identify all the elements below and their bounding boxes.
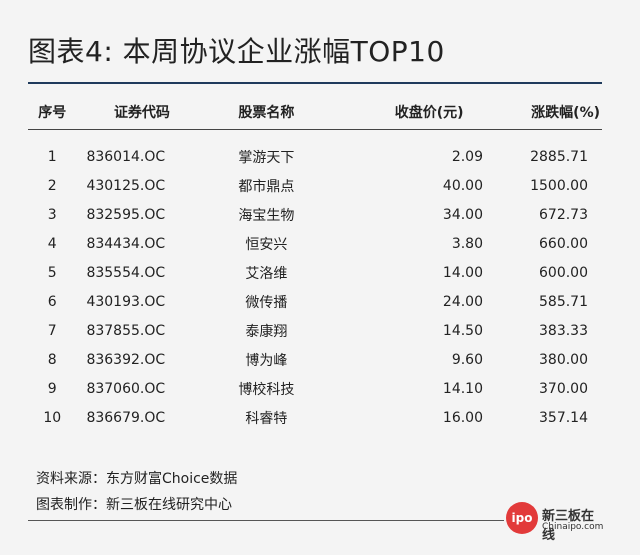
cell-name: 微传播 (245, 294, 288, 311)
source-note: 资料来源：东方财富Choice数据 (36, 471, 238, 487)
cell-name: 泰康翔 (245, 323, 288, 340)
cell-change: 672.73 (539, 206, 588, 223)
table-row: 4 834434.OC 恒安兴 3.80 660.00 (28, 229, 602, 258)
cell-no: 5 (47, 264, 57, 281)
cell-no: 1 (47, 148, 57, 165)
table-row: 9 837060.OC 博校科技 14.10 370.00 (28, 374, 602, 403)
cell-no: 9 (47, 380, 57, 397)
table-row: 6 430193.OC 微传播 24.00 585.71 (28, 287, 602, 316)
ranking-table: 序号 证券代码 股票名称 收盘价(元) 涨跌幅(%) 1 836014.OC 掌游天… (28, 95, 602, 432)
cell-name: 恒安兴 (245, 236, 288, 253)
cell-change: 600.00 (539, 264, 588, 281)
cell-name: 科睿特 (245, 410, 288, 427)
cell-price: 14.10 (442, 380, 483, 397)
cell-price: 2.09 (451, 148, 483, 165)
cell-price: 9.60 (451, 351, 483, 368)
header-code: 证券代码 (76, 95, 208, 130)
brand-logo: ipo 新三板在线 Chinaipo.com (506, 500, 606, 543)
header-change: 涨跌幅(%) (483, 95, 602, 130)
cell-change: 1500.00 (530, 177, 588, 194)
table-row: 8 836392.OC 博为峰 9.60 380.00 (28, 345, 602, 374)
cell-code: 836679.OC (86, 409, 166, 426)
cell-code: 836392.OC (86, 351, 166, 368)
cell-price: 34.00 (442, 206, 483, 223)
logo-badge-text: ipo (511, 511, 533, 525)
cell-price: 16.00 (442, 409, 483, 426)
cell-change: 380.00 (539, 351, 588, 368)
logo-name: 新三板在线 (542, 509, 595, 543)
cell-code: 837855.OC (86, 322, 166, 339)
cell-code: 832595.OC (86, 206, 166, 223)
cell-code: 835554.OC (86, 264, 166, 281)
cell-change: 585.71 (539, 293, 588, 310)
table-row: 3 832595.OC 海宝生物 34.00 672.73 (28, 200, 602, 229)
cell-code: 430125.OC (86, 177, 166, 194)
cell-code: 836014.OC (86, 148, 166, 165)
maker-note: 图表制作：新三板在线研究中心 (36, 497, 232, 513)
cell-name: 博为峰 (245, 352, 288, 369)
table-row: 10 836679.OC 科睿特 16.00 357.14 (28, 403, 602, 432)
cell-change: 357.14 (539, 409, 588, 426)
table-row: 1 836014.OC 掌游天下 2.09 2885.71 (28, 130, 602, 172)
cell-price: 40.00 (442, 177, 483, 194)
cell-code: 430193.OC (86, 293, 166, 310)
cell-code: 837060.OC (86, 380, 166, 397)
cell-name: 掌游天下 (238, 149, 295, 166)
table-row: 7 837855.OC 泰康翔 14.50 383.33 (28, 316, 602, 345)
title-divider (28, 82, 602, 84)
logo-badge-icon: ipo (506, 502, 538, 534)
cell-no: 7 (47, 322, 57, 339)
cell-no: 4 (47, 235, 57, 252)
cell-change: 660.00 (539, 235, 588, 252)
cell-change: 383.33 (539, 322, 588, 339)
cell-no: 8 (47, 351, 57, 368)
header-no: 序号 (28, 95, 77, 130)
cell-no: 10 (43, 409, 62, 426)
cell-price: 3.80 (451, 235, 483, 252)
cell-name: 都市鼎点 (238, 178, 295, 195)
cell-no: 2 (47, 177, 57, 194)
cell-name: 艾洛维 (245, 265, 288, 282)
cell-code: 834434.OC (86, 235, 166, 252)
cell-price: 14.00 (442, 264, 483, 281)
cell-price: 14.50 (442, 322, 483, 339)
table-row: 2 430125.OC 都市鼎点 40.00 1500.00 (28, 171, 602, 200)
cell-name: 博校科技 (238, 381, 295, 398)
cell-change: 2885.71 (530, 148, 588, 165)
cell-name: 海宝生物 (238, 207, 295, 224)
logo-site: Chinaipo.com (542, 522, 604, 532)
cell-change: 370.00 (539, 380, 588, 397)
cell-price: 24.00 (442, 293, 483, 310)
cell-no: 6 (47, 293, 57, 310)
footer-divider (28, 520, 504, 521)
cell-no: 3 (47, 206, 57, 223)
table-header-row: 序号 证券代码 股票名称 收盘价(元) 涨跌幅(%) (28, 95, 602, 130)
header-price: 收盘价(元) (325, 95, 483, 130)
page-title: 图表4: 本周协议企业涨幅TOP10 (28, 35, 445, 68)
header-name: 股票名称 (207, 95, 326, 130)
table-row: 5 835554.OC 艾洛维 14.00 600.00 (28, 258, 602, 287)
